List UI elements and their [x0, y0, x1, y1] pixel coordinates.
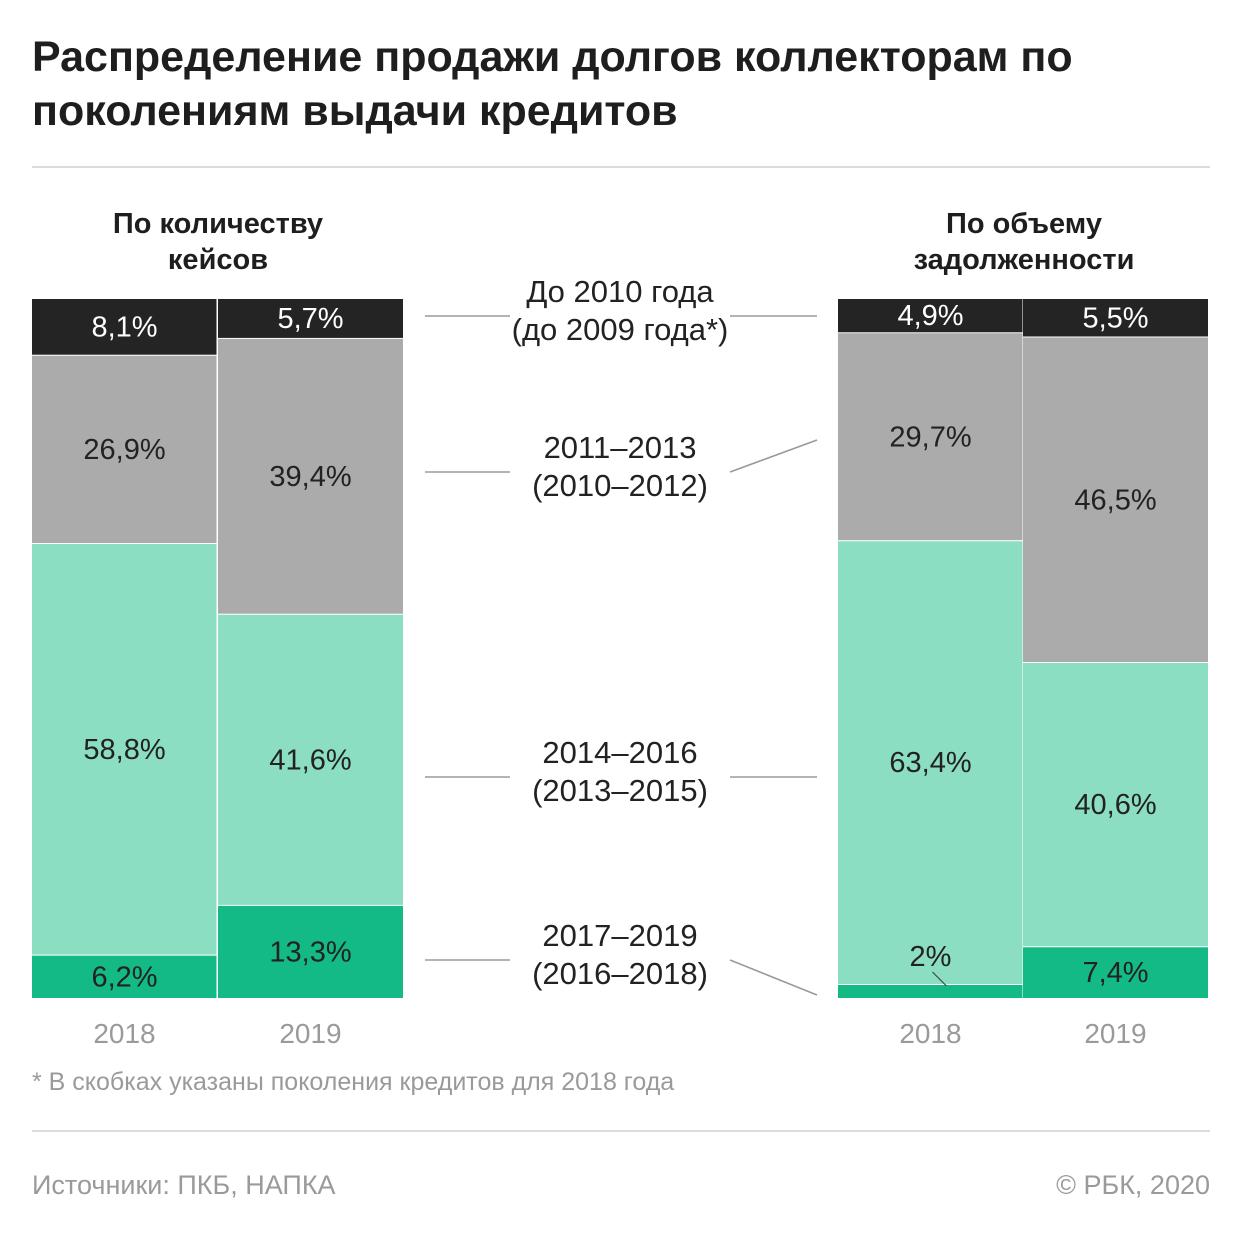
x-tick-label: 2018 — [93, 1018, 155, 1049]
x-tick-label: 2019 — [1084, 1018, 1146, 1049]
top-divider — [32, 166, 1210, 168]
copyright-note: © РБК, 2020 — [1056, 1170, 1210, 1200]
legend-label: 2017–2019 — [542, 918, 697, 953]
legend-label-sub: (2016–2018) — [532, 956, 708, 991]
data-label: 26,9% — [83, 434, 165, 466]
legend-label-sub: (до 2009 года*) — [512, 312, 729, 347]
data-label: 7,4% — [1082, 957, 1148, 989]
data-label: 63,4% — [889, 747, 971, 779]
data-label: 40,6% — [1074, 789, 1156, 821]
data-label: 2% — [910, 941, 952, 973]
bar-segment-volume-2018-3 — [838, 298, 1023, 333]
data-label: 6,2% — [91, 961, 157, 993]
data-label: 5,5% — [1082, 302, 1148, 334]
left-panel-title: По количеству кейсов — [112, 208, 324, 276]
bar-segment-count-2019-3 — [218, 298, 403, 338]
data-label: 39,4% — [269, 461, 351, 493]
data-label: 29,7% — [889, 421, 971, 453]
bar-segment-count-2019-2 — [218, 337, 403, 614]
data-label: 41,6% — [269, 744, 351, 776]
legend-label-sub: (2013–2015) — [532, 773, 708, 808]
x-tick-label: 2018 — [899, 1018, 961, 1049]
bar-segment-volume-2018-2 — [838, 332, 1023, 541]
bar-segment-volume-2018-0 — [838, 984, 1023, 998]
legend-label-sub: (2010–2012) — [532, 468, 708, 503]
bar-segment-count-2018-2 — [32, 354, 217, 543]
bar-segment-count-2019-1 — [218, 613, 403, 905]
x-tick-label: 2019 — [279, 1018, 341, 1049]
data-label-leader — [932, 971, 947, 987]
right-panel-title: По объему задолженности — [913, 208, 1135, 276]
bar-segment-count-2019-0 — [218, 904, 403, 998]
legend-connector-right — [729, 439, 818, 473]
data-label: 46,5% — [1074, 484, 1156, 516]
data-label: 13,3% — [269, 936, 351, 968]
bar-segment-volume-2018-1 — [838, 540, 1023, 984]
bar-segment-volume-2019-1 — [1023, 662, 1208, 947]
legend-label: 2014–2016 — [542, 735, 697, 770]
bar-segment-count-2018-1 — [32, 543, 217, 955]
bar-segment-count-2018-0 — [32, 954, 217, 998]
legend-connector-right — [729, 959, 818, 996]
chart-title: Распределение продажи долгов коллекторам… — [32, 33, 1073, 135]
bar-segment-volume-2019-2 — [1023, 336, 1208, 662]
legend-label: 2011–2013 — [544, 430, 697, 465]
bar-segment-volume-2019-3 — [1023, 298, 1208, 337]
source-note: Источники: ПКБ, НАПКА — [32, 1170, 336, 1200]
data-label: 58,8% — [83, 734, 165, 766]
bottom-divider — [32, 1130, 1210, 1132]
data-label: 4,9% — [897, 300, 963, 332]
data-label: 5,7% — [277, 303, 343, 335]
footnote: * В скобках указаны поколения кредитов д… — [32, 1068, 675, 1096]
data-label: 8,1% — [91, 311, 157, 343]
legend-label: До 2010 года — [526, 274, 714, 309]
bar-segment-count-2018-3 — [32, 298, 217, 355]
bar-segment-volume-2019-0 — [1023, 946, 1208, 998]
